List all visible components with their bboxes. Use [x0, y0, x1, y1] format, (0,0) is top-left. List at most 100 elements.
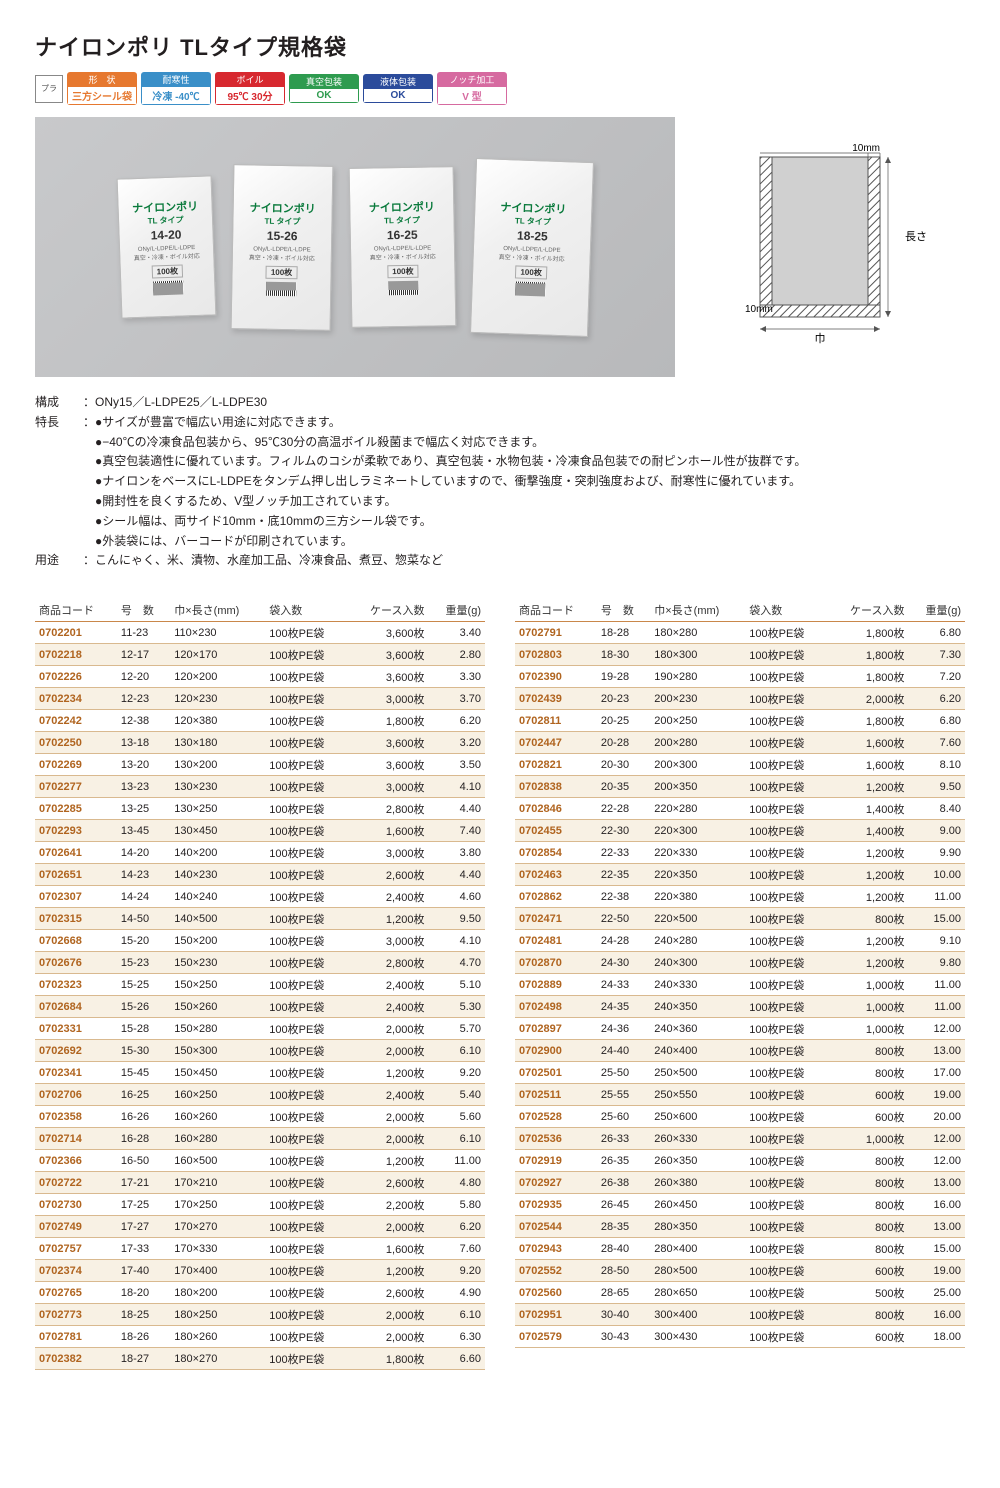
table-cell: 100枚PE袋: [265, 1238, 347, 1260]
property-badge: 耐寒性冷凍 -40℃: [141, 72, 211, 105]
table-cell: 220×300: [650, 820, 745, 842]
product-bag: ナイロンポリTL タイプ16-25ONy/L-LDPE/L-LDPE真空・冷凍・…: [349, 166, 457, 328]
table-cell: 16-28: [117, 1128, 170, 1150]
table-cell: 1,000枚: [827, 1018, 908, 1040]
table-cell: 24-28: [597, 930, 650, 952]
table-cell: 16.00: [908, 1304, 965, 1326]
table-cell: 2,000枚: [827, 688, 908, 710]
badge-top: 真空包装: [289, 74, 359, 89]
table-cell: 24-30: [597, 952, 650, 974]
table-cell: 0702757: [35, 1238, 117, 1260]
table-cell: 1,200枚: [827, 864, 908, 886]
table-cell: 100枚PE袋: [745, 886, 827, 908]
table-header: 袋入数: [745, 599, 827, 622]
table-cell: 0702846: [515, 798, 597, 820]
table-cell: 100枚PE袋: [265, 1040, 347, 1062]
table-cell: 1,800枚: [827, 710, 908, 732]
table-cell: 0702242: [35, 710, 117, 732]
table-cell: 150×230: [170, 952, 265, 974]
table-cell: 100枚PE袋: [265, 952, 347, 974]
table-cell: 0702811: [515, 710, 597, 732]
table-cell: 5.70: [428, 1018, 485, 1040]
table-cell: 800枚: [827, 1062, 908, 1084]
table-cell: 100枚PE袋: [265, 1326, 347, 1348]
table-row: 070285422-33220×330100枚PE袋1,200枚9.90: [515, 842, 965, 864]
table-cell: 170×250: [170, 1194, 265, 1216]
table-cell: 13-45: [117, 820, 170, 842]
table-cell: 17-25: [117, 1194, 170, 1216]
property-badge: ノッチ加工V 型: [437, 72, 507, 105]
table-cell: 6.10: [428, 1128, 485, 1150]
table-row: 070255228-50280×500100枚PE袋600枚19.00: [515, 1260, 965, 1282]
table-cell: 220×330: [650, 842, 745, 864]
table-cell: 4.10: [428, 776, 485, 798]
table-cell: 100枚PE袋: [265, 1216, 347, 1238]
table-row: 070269215-30150×300100枚PE袋2,000枚6.10: [35, 1040, 485, 1062]
table-cell: 180×280: [650, 622, 745, 644]
table-cell: 160×280: [170, 1128, 265, 1150]
table-cell: 0702927: [515, 1172, 597, 1194]
table-cell: 19.00: [908, 1260, 965, 1282]
table-cell: 100枚PE袋: [265, 908, 347, 930]
table-cell: 9.20: [428, 1062, 485, 1084]
table-cell: 100枚PE袋: [265, 1260, 347, 1282]
table-cell: 0702358: [35, 1106, 117, 1128]
table-cell: 200×250: [650, 710, 745, 732]
table-cell: 4.60: [428, 886, 485, 908]
table-cell: 4.10: [428, 930, 485, 952]
table-cell: 600枚: [827, 1106, 908, 1128]
table-cell: 6.10: [428, 1040, 485, 1062]
table-cell: 140×500: [170, 908, 265, 930]
table-cell: 0702862: [515, 886, 597, 908]
table-cell: 100枚PE袋: [265, 886, 347, 908]
table-cell: 220×380: [650, 886, 745, 908]
table-cell: 0702201: [35, 622, 117, 644]
table-cell: 1,200枚: [347, 1150, 428, 1172]
table-cell: 18.00: [908, 1326, 965, 1348]
table-cell: 240×350: [650, 996, 745, 1018]
table-cell: 100枚PE袋: [745, 1216, 827, 1238]
table-cell: 6.80: [908, 710, 965, 732]
table-cell: 100枚PE袋: [265, 1062, 347, 1084]
table-cell: 0702382: [35, 1348, 117, 1370]
table-cell: 0702684: [35, 996, 117, 1018]
table-cell: 100枚PE袋: [745, 1084, 827, 1106]
table-cell: 0702374: [35, 1260, 117, 1282]
table-cell: 17.00: [908, 1062, 965, 1084]
table-cell: 110×230: [170, 622, 265, 644]
table-cell: 100枚PE袋: [745, 1062, 827, 1084]
table-cell: 500枚: [827, 1282, 908, 1304]
table-cell: 13-20: [117, 754, 170, 776]
table-cell: 9.50: [908, 776, 965, 798]
table-cell: 1,800枚: [827, 622, 908, 644]
table-cell: 1,200枚: [347, 908, 428, 930]
table-row: 070244720-28200×280100枚PE袋1,600枚7.60: [515, 732, 965, 754]
table-cell: 12-20: [117, 666, 170, 688]
table-cell: 7.60: [908, 732, 965, 754]
tokuchou-item: 開封性を良くするため、V型ノッチ加工されています。: [95, 492, 806, 512]
table-cell: 0702315: [35, 908, 117, 930]
table-cell: 15-25: [117, 974, 170, 996]
table-cell: 0702471: [515, 908, 597, 930]
table-cell: 0702943: [515, 1238, 597, 1260]
recycle-mark-icon: プラ: [35, 75, 63, 103]
table-cell: 1,800枚: [827, 666, 908, 688]
table-cell: 0702341: [35, 1062, 117, 1084]
table-row: 070257930-43300×430100枚PE袋600枚18.00: [515, 1326, 965, 1348]
table-row: 070265114-23140×230100枚PE袋2,600枚4.40: [35, 864, 485, 886]
table-cell: 0702277: [35, 776, 117, 798]
table-cell: 600枚: [827, 1326, 908, 1348]
table-row: 070277318-25180×250100枚PE袋2,000枚6.10: [35, 1304, 485, 1326]
table-cell: 7.20: [908, 666, 965, 688]
table-cell: 7.60: [428, 1238, 485, 1260]
table-cell: 14-50: [117, 908, 170, 930]
table-cell: 100枚PE袋: [265, 1084, 347, 1106]
table-cell: 18-28: [597, 622, 650, 644]
table-cell: 0702579: [515, 1326, 597, 1348]
table-cell: 11.00: [428, 1150, 485, 1172]
table-cell: 170×210: [170, 1172, 265, 1194]
table-row: 070268415-26150×260100枚PE袋2,400枚5.30: [35, 996, 485, 1018]
table-cell: 0702269: [35, 754, 117, 776]
table-row: 070292726-38260×380100枚PE袋800枚13.00: [515, 1172, 965, 1194]
table-cell: 2,600枚: [347, 1282, 428, 1304]
